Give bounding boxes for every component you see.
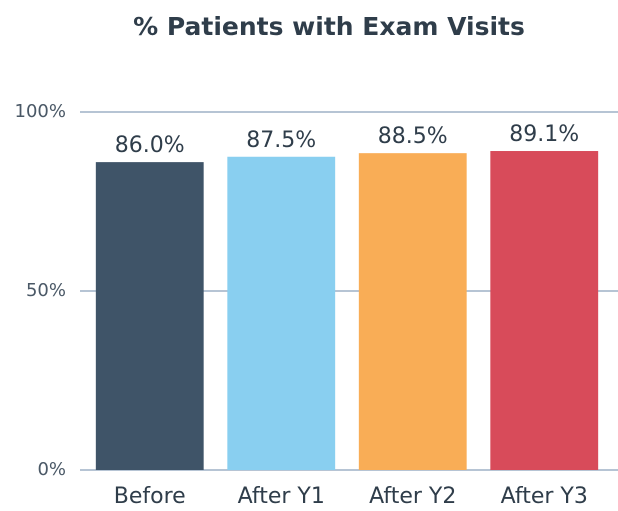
x-tick-label: After Y2 — [369, 484, 456, 509]
value-label: 88.5% — [378, 124, 448, 149]
bar — [490, 151, 599, 470]
value-label: 89.1% — [509, 122, 579, 147]
value-label: 87.5% — [246, 128, 316, 153]
x-tick-label: After Y1 — [238, 484, 325, 509]
bar — [227, 156, 336, 470]
y-tick-label: 50% — [26, 280, 66, 301]
y-tick-label: 0% — [37, 459, 66, 480]
x-tick-label: After Y3 — [501, 484, 588, 509]
y-tick-label: 100% — [15, 101, 66, 122]
bar — [358, 153, 467, 471]
value-label: 86.0% — [115, 133, 185, 158]
x-tick-label: Before — [114, 484, 186, 509]
bar — [95, 162, 204, 470]
chart-title: % Patients with Exam Visits — [133, 12, 525, 41]
